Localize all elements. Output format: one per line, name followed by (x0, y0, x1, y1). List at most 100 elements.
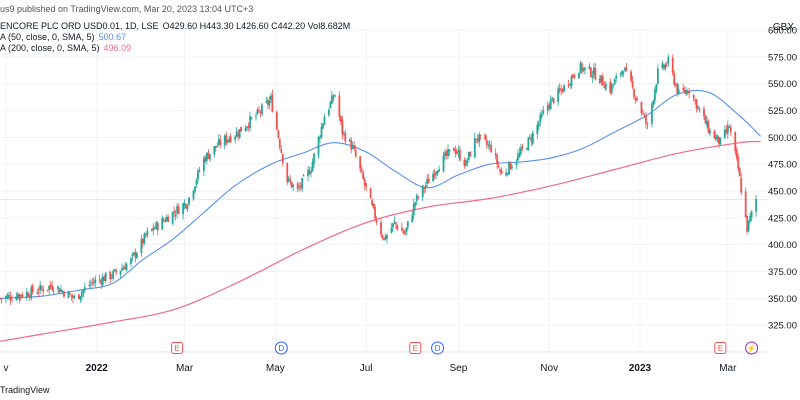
candle-body (445, 151, 448, 156)
candle-body (109, 271, 112, 280)
candle-body (664, 64, 667, 70)
candle-body (287, 178, 290, 181)
candle-body (371, 200, 373, 205)
candle-body (261, 104, 263, 115)
candle-body (296, 183, 299, 189)
candle-body (167, 216, 170, 223)
candle-body (98, 279, 101, 281)
candle-body (652, 100, 655, 105)
candle-body (755, 198, 757, 212)
dividend-icon (431, 341, 445, 355)
candle-body (39, 284, 42, 291)
candle-body (500, 170, 503, 174)
candle-body (667, 56, 670, 64)
candle-body (302, 175, 305, 177)
candle-body (643, 114, 646, 116)
candle-body (63, 291, 65, 297)
candle-body (578, 72, 580, 79)
candle-body (363, 179, 366, 185)
candle-body (372, 203, 375, 208)
candle-body (414, 202, 417, 206)
candle-body (351, 145, 354, 149)
ma200-legend[interactable]: A (200, close, 0, SMA, 5) 496.09 (0, 43, 131, 53)
candle-body (8, 294, 10, 297)
candle-body (281, 154, 284, 163)
candle-body (655, 84, 658, 92)
candle-body (509, 163, 512, 170)
candle-body (454, 149, 457, 154)
candle-body (589, 67, 592, 77)
candle-body (686, 91, 689, 94)
candle-body (403, 232, 406, 235)
candle-body (250, 117, 253, 119)
ma200-line (0, 140, 761, 342)
candle-body (653, 89, 656, 101)
candle-body (688, 91, 691, 94)
candle-body (601, 76, 604, 86)
candle-body (216, 146, 219, 148)
candle-body (235, 131, 238, 137)
candle-body (60, 289, 62, 292)
candle-body (557, 88, 560, 103)
currency-label: GBX (772, 22, 794, 33)
x-tick-label: May (266, 363, 285, 374)
candle-body (485, 140, 488, 145)
candle-body (582, 68, 585, 71)
candle-body (310, 171, 312, 173)
candle-body (73, 296, 76, 298)
x-tick-label: Nov (540, 363, 558, 374)
candles-layer (0, 54, 757, 306)
candle-body (598, 78, 601, 84)
candle-body (603, 86, 606, 89)
candle-body (177, 206, 180, 214)
candle-body (640, 101, 643, 114)
candle-body (5, 296, 7, 300)
earnings-label: E (174, 344, 179, 353)
candle-body (82, 289, 85, 293)
candle-body (704, 116, 707, 124)
candle-body (198, 170, 201, 172)
candle-body (634, 98, 637, 100)
candle-body (275, 112, 278, 130)
candle-body (301, 177, 304, 189)
candle-body (673, 73, 676, 85)
candle-body (214, 145, 217, 148)
candle-body (615, 75, 618, 79)
candle-body (405, 227, 408, 233)
candle-body (695, 99, 698, 110)
candle-body (298, 187, 301, 189)
candle-body (183, 203, 186, 206)
candle-body (645, 116, 647, 124)
candle-body (333, 95, 336, 97)
candle-body (48, 285, 51, 290)
candle-body (146, 230, 149, 235)
candle-body (122, 267, 125, 270)
candle-body (79, 296, 82, 300)
y-tick-label: 350.00 (768, 294, 797, 305)
candle-body (506, 173, 509, 175)
candle-body (427, 178, 430, 184)
y-tick-label: 425.00 (768, 213, 797, 224)
ma50-label: A (50, close, 0, SMA, 5) (0, 32, 95, 42)
candle-body (223, 136, 226, 146)
candle-body (317, 136, 320, 156)
candle-body (694, 99, 696, 101)
event-markers: E D E D E ⚡ (171, 341, 759, 355)
candle-body (61, 291, 64, 293)
ma50-legend[interactable]: A (50, close, 0, SMA, 5) 500.67 (0, 32, 126, 42)
split-label: ⚡ (747, 343, 757, 353)
candle-body (9, 296, 12, 300)
candle-body (716, 135, 719, 139)
dividend-label: D (435, 344, 441, 353)
candle-body (683, 89, 686, 93)
candle-body (133, 252, 135, 255)
ma200-label: A (200, close, 0, SMA, 5) (0, 43, 100, 53)
candle-body (508, 161, 510, 175)
candle-body (69, 293, 71, 295)
candle-body (560, 88, 563, 91)
candle-body (384, 236, 387, 240)
candle-body (444, 152, 446, 156)
candle-body (457, 150, 460, 153)
